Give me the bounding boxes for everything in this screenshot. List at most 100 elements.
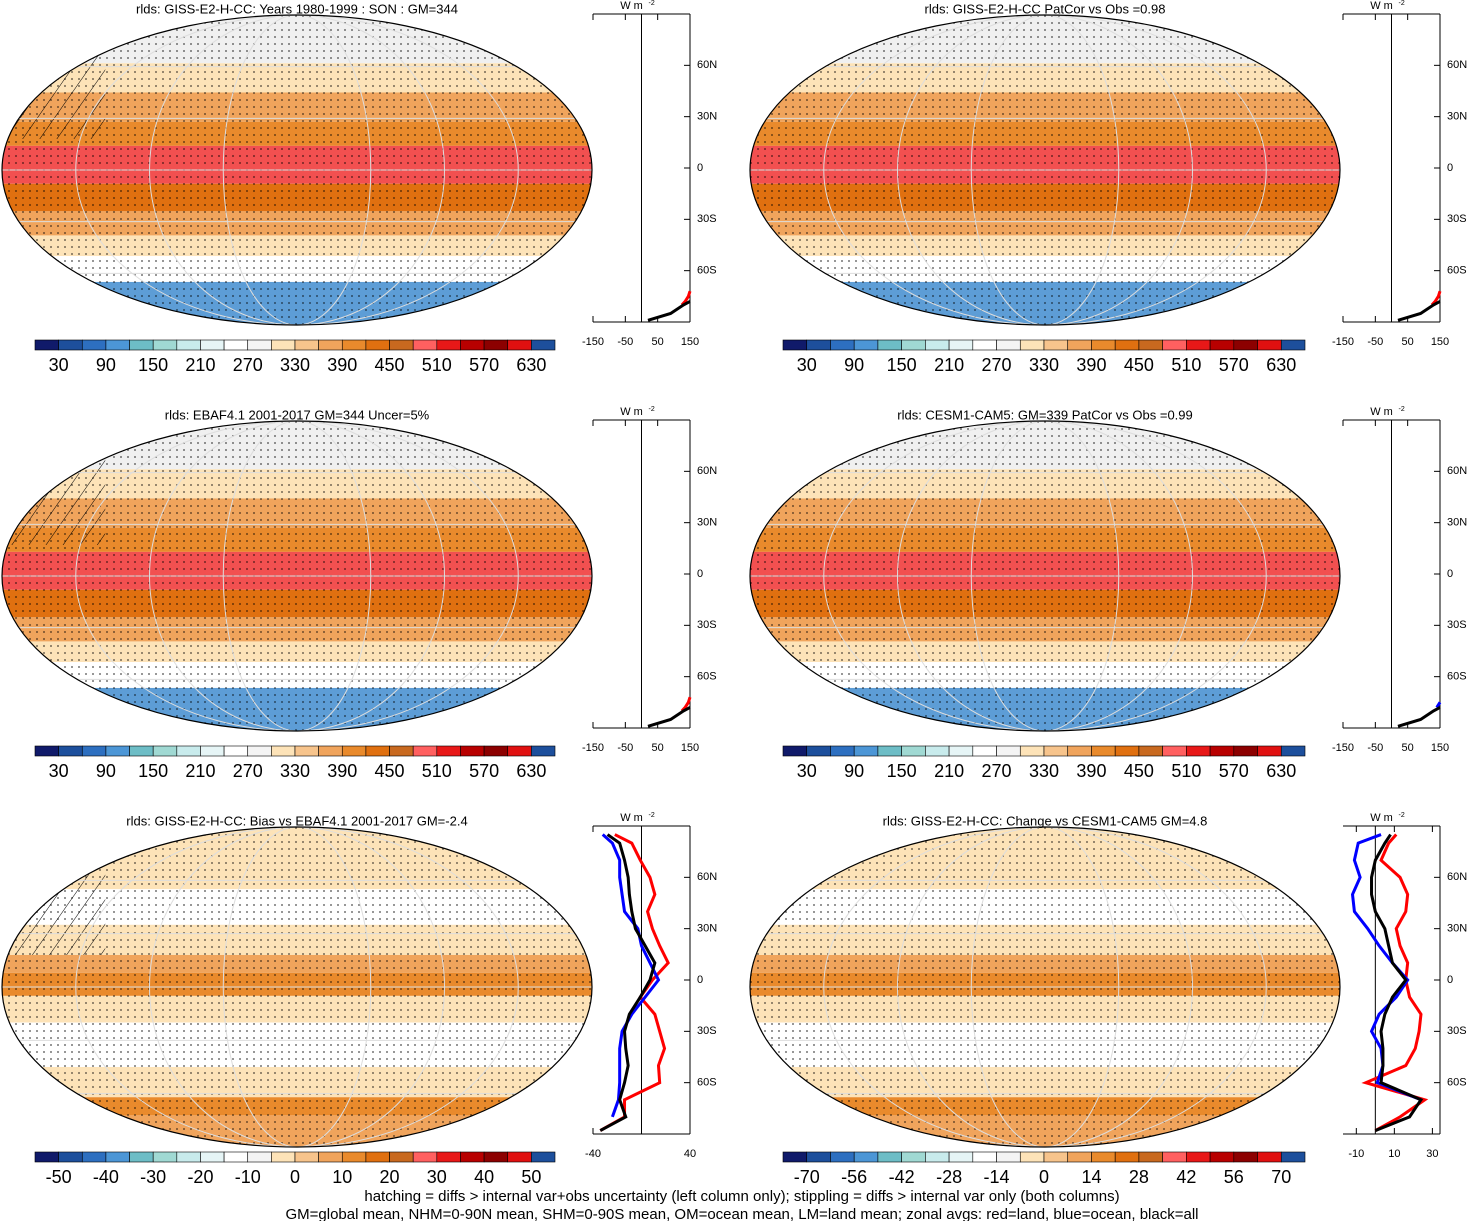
map-panel (749, 826, 1341, 1148)
colorbar-label: 30 (797, 355, 817, 375)
colorbar-box (389, 1151, 414, 1163)
colorbar-box (34, 1151, 59, 1163)
colorbar-box (901, 745, 926, 757)
colorbar-label: 330 (280, 355, 310, 375)
colorbar-box (1280, 745, 1306, 757)
colorbar-box (34, 339, 59, 351)
colorbar-box (1114, 339, 1140, 351)
colorbar-label: 390 (327, 761, 357, 781)
colorbar-box (1209, 339, 1235, 351)
colorbar-box (1043, 745, 1069, 757)
colorbar-box (1257, 339, 1282, 351)
map-title: rlds: GISS-E2-H-CC PatCor vs Obs =0.98 (925, 1, 1166, 16)
zonal-line (1397, 706, 1441, 728)
colorbar-box (948, 339, 974, 351)
colorbar-box (853, 745, 879, 757)
unit-exponent: -2 (649, 0, 655, 7)
colorbar-box (271, 1151, 296, 1163)
colorbar-label: 90 (844, 761, 864, 781)
colorbar-label: 630 (1266, 761, 1296, 781)
colorbar-box (81, 745, 107, 757)
meridian (222, 15, 372, 325)
colorbar-label: 42 (1176, 1167, 1196, 1187)
x-tick-label: 50 (652, 742, 664, 754)
colorbar-label: 150 (138, 355, 168, 375)
y-tick-label: 30N (1447, 517, 1467, 529)
colorbar-box (1209, 745, 1235, 757)
x-tick-label: 10 (1388, 1148, 1400, 1160)
meridian (970, 15, 1120, 325)
y-tick-label: 60S (697, 265, 717, 277)
colorbar-label: 20 (380, 1167, 400, 1187)
colorbar-box (1186, 339, 1211, 351)
colorbar-label: -10 (235, 1167, 261, 1187)
x-tick-label: 150 (681, 742, 699, 754)
colorbar-box (1280, 339, 1306, 351)
colorbar-box (152, 1151, 178, 1163)
y-tick-label: 60N (1447, 465, 1467, 477)
colorbar-label: 570 (469, 761, 499, 781)
colorbar-box (176, 339, 201, 351)
meridian (897, 15, 1193, 325)
unit-label: W m (1370, 812, 1393, 824)
colorbar-label: 630 (1266, 355, 1296, 375)
colorbar-box (1067, 745, 1092, 757)
y-tick-label: 0 (697, 974, 703, 986)
colorbar-label: 570 (469, 355, 499, 375)
zonal-line (1397, 300, 1441, 322)
y-tick-label: 30N (697, 517, 717, 529)
map-border (1, 420, 593, 732)
colorbar-box (1091, 339, 1116, 351)
map-title: rlds: GISS-E2-H-CC: Change vs CESM1-CAM5… (883, 813, 1208, 828)
y-tick-label: 30N (697, 923, 717, 935)
colorbar-box (877, 339, 902, 351)
colorbar-box (853, 339, 879, 351)
colorbar-box (782, 745, 808, 757)
x-tick-label: 50 (652, 336, 664, 348)
colorbar-box (412, 745, 438, 757)
colorbar-label: 510 (422, 355, 452, 375)
colorbar-box (531, 339, 556, 351)
colorbar-box (294, 1151, 319, 1163)
x-tick-label: 50 (1402, 336, 1414, 348)
colorbar-box (412, 1151, 438, 1163)
colorbar-box (58, 339, 83, 351)
colorbar-box (483, 339, 509, 351)
colorbar-box (1043, 339, 1069, 351)
colorbar-box (1138, 339, 1163, 351)
colorbar-label: -30 (140, 1167, 166, 1187)
zonal-line (1361, 833, 1429, 1132)
colorbar-label: -50 (46, 1167, 72, 1187)
x-tick-label: -150 (1332, 336, 1354, 348)
colorbar-label: 40 (474, 1167, 494, 1187)
colorbar-label: 150 (887, 761, 917, 781)
colorbar-box (436, 1151, 461, 1163)
x-tick-label: -50 (617, 742, 633, 754)
footnote: GM=global mean, NHM=0-90N mean, SHM=0-90… (285, 1206, 1198, 1221)
x-tick-label: 150 (1431, 336, 1449, 348)
zonal-line (647, 706, 691, 728)
map-border (749, 14, 1341, 326)
colorbar-box (34, 745, 59, 757)
colorbar-box (271, 339, 296, 351)
colorbar-label: 330 (280, 761, 310, 781)
colorbar-box (318, 339, 343, 351)
colorbar-box (436, 339, 461, 351)
colorbar-box (1209, 1151, 1235, 1163)
colorbar-box (531, 745, 556, 757)
colorbar-label: 270 (233, 761, 263, 781)
colorbar-box (782, 339, 808, 351)
y-tick-label: 30S (697, 1025, 717, 1037)
colorbar-box (972, 1151, 997, 1163)
map-panel (1, 420, 593, 732)
colorbar-box (925, 745, 950, 757)
y-tick-label: 60S (1447, 671, 1467, 683)
colorbar-box (341, 1151, 367, 1163)
colorbar-box (341, 339, 367, 351)
colorbar-box (58, 1151, 83, 1163)
unit-exponent: -2 (1399, 406, 1405, 413)
colorbar-box (318, 1151, 343, 1163)
colorbar-box (531, 1151, 556, 1163)
colorbar-box (294, 339, 319, 351)
colorbar-label: 270 (982, 355, 1012, 375)
